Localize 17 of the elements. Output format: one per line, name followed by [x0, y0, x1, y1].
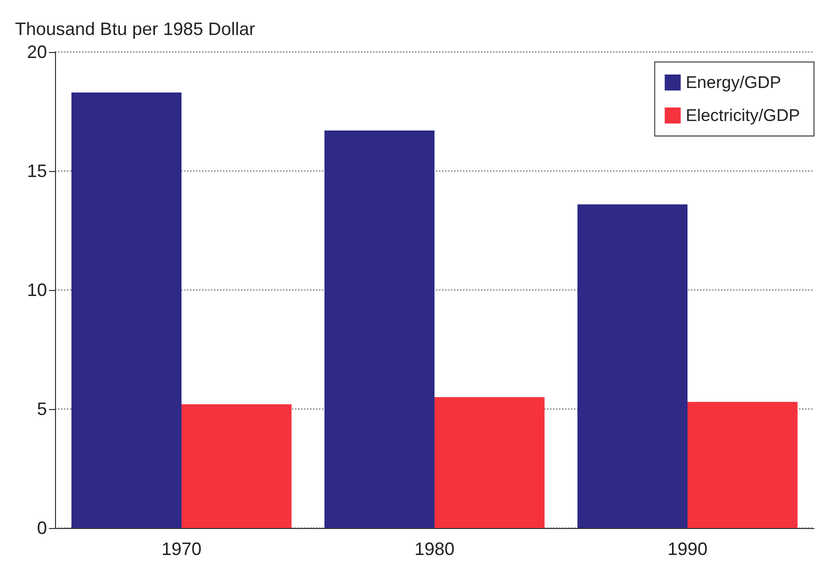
y-tick-label: 0	[36, 518, 47, 538]
bar	[434, 397, 545, 528]
bar	[577, 204, 688, 528]
x-tick-label: 1970	[161, 539, 202, 559]
bar	[71, 92, 182, 528]
legend-label: Electricity/GDP	[686, 106, 800, 125]
bar	[182, 404, 292, 528]
x-tick-label: 1990	[667, 539, 708, 559]
y-tick-label: 5	[36, 399, 47, 419]
y-axis-title: Thousand Btu per 1985 Dollar	[15, 19, 256, 39]
y-tick-label: 20	[26, 42, 47, 62]
y-tick-label: 15	[26, 161, 47, 181]
legend-label: Energy/GDP	[686, 73, 782, 92]
bar	[688, 402, 798, 528]
x-tick-label: 1980	[414, 539, 455, 559]
bar	[324, 130, 434, 528]
y-tick-label: 10	[26, 280, 47, 300]
